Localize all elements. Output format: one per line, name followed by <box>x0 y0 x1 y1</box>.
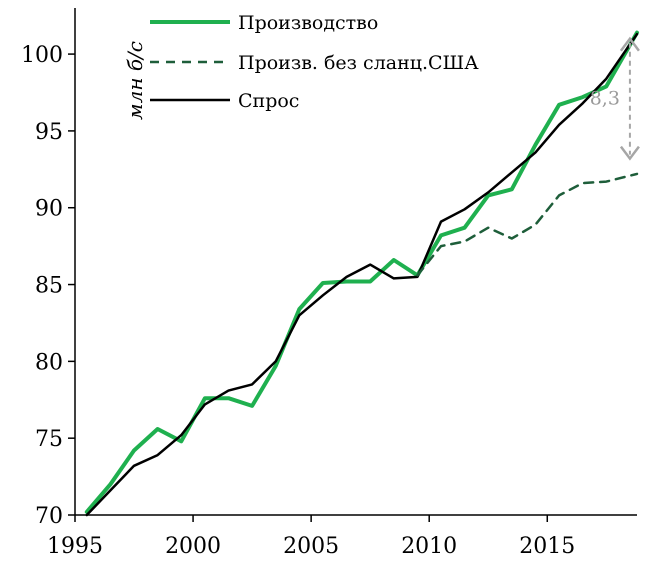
x-tick-label: 2000 <box>165 534 221 559</box>
series-line-production-no-shale <box>416 172 639 277</box>
legend-label-demand: Спрос <box>238 90 299 112</box>
series-layer <box>84 30 639 517</box>
x-tick-label: 2005 <box>283 534 339 559</box>
legend-label-production-no-shale: Произв. без сланц.США <box>238 52 479 74</box>
annotation-arrow-head-bottom <box>619 145 640 161</box>
x-tick-label: 2015 <box>519 534 575 559</box>
y-tick-label: 100 <box>21 43 63 68</box>
y-ticks: 70 75 80 85 90 95 100 <box>21 43 75 529</box>
annotation-layer: 8,3 <box>590 36 640 161</box>
x-tick-label: 2010 <box>401 534 457 559</box>
y-axis-label: млн б/с <box>123 41 147 120</box>
y-tick-label: 75 <box>35 427 63 452</box>
y-tick-label: 95 <box>35 120 63 145</box>
annotation-label: 8,3 <box>590 88 620 110</box>
annotation-arrow-head-top <box>619 36 640 52</box>
y-tick-label: 85 <box>35 274 63 299</box>
legend: Производство Произв. без сланц.США Спрос <box>150 12 479 112</box>
axes <box>74 8 637 516</box>
y-tick-label: 80 <box>35 350 63 375</box>
series-line-demand <box>85 32 639 517</box>
series-line-production <box>84 30 639 514</box>
y-tick-label: 90 <box>35 197 63 222</box>
legend-label-production: Производство <box>238 12 378 34</box>
x-tick-label: 1995 <box>47 534 103 559</box>
x-ticks: 1995 2000 2005 2010 2015 <box>47 515 575 559</box>
y-tick-label: 70 <box>35 504 63 529</box>
